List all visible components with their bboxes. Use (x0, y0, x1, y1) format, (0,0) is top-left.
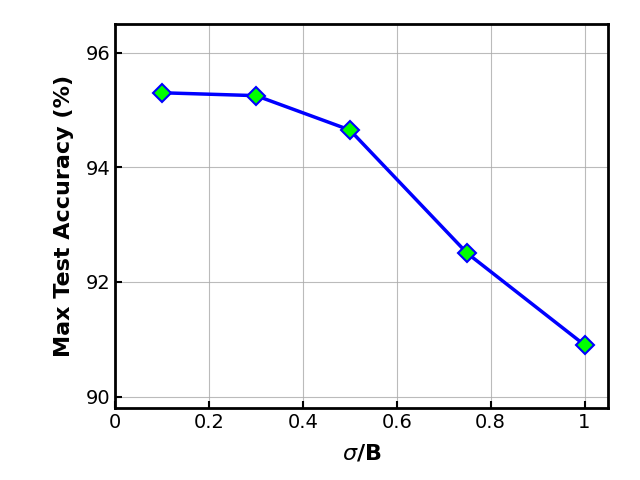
Y-axis label: Max Test Accuracy (%): Max Test Accuracy (%) (54, 75, 74, 357)
X-axis label: $\sigma$/B: $\sigma$/B (342, 443, 381, 464)
